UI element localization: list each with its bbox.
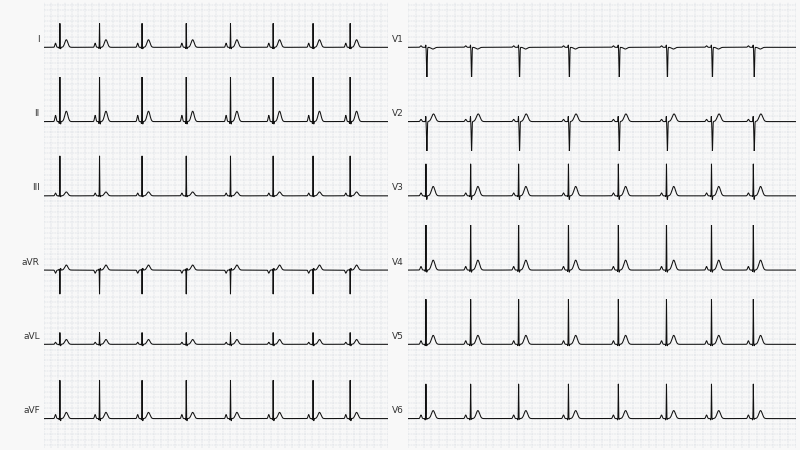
Text: III: III <box>32 184 40 193</box>
Text: II: II <box>34 109 40 118</box>
Text: aVF: aVF <box>23 406 40 415</box>
Text: I: I <box>38 35 40 44</box>
Text: V3: V3 <box>391 184 403 193</box>
Text: V1: V1 <box>391 35 403 44</box>
Text: aVR: aVR <box>22 257 40 266</box>
Text: V6: V6 <box>391 406 403 415</box>
Text: V4: V4 <box>391 257 403 266</box>
Text: V5: V5 <box>391 332 403 341</box>
Text: V2: V2 <box>391 109 403 118</box>
Text: aVL: aVL <box>23 332 40 341</box>
